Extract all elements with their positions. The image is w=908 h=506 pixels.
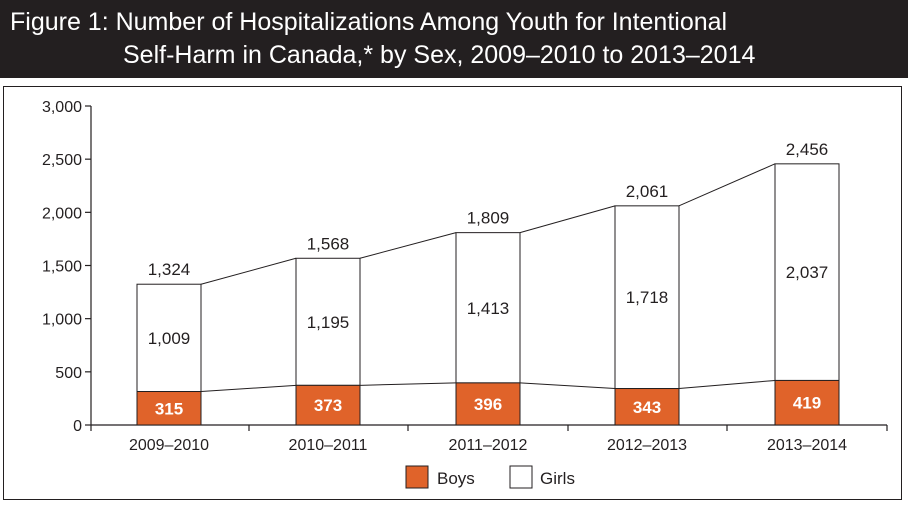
- y-tick-label: 0: [73, 418, 82, 435]
- total-value-label: 2,061: [626, 182, 669, 201]
- girls-value-label: 1,718: [626, 288, 669, 307]
- chart-title-line2: Self-Harm in Canada,* by Sex, 2009–2010 …: [123, 41, 756, 69]
- legend-label-girls: Girls: [540, 469, 575, 488]
- x-tick-label: 2011–2012: [449, 437, 528, 454]
- chart-title-line1: Figure 1: Number of Hospitalizations Amo…: [10, 8, 728, 36]
- boys-value-label: 373: [314, 396, 342, 415]
- x-tick-label: 2009–2010: [129, 437, 209, 454]
- boys-value-label: 396: [474, 395, 502, 414]
- legend-swatch-girls: [509, 465, 533, 489]
- legend-swatch-boys: [405, 465, 429, 489]
- y-tick-label: 500: [55, 365, 82, 382]
- girls-value-label: 1,195: [307, 313, 350, 332]
- boys-value-label: 315: [155, 399, 183, 418]
- boys-connector-line: [200, 384, 297, 393]
- boys-connector-line: [359, 382, 457, 386]
- y-tick-label: 3,000: [42, 99, 82, 116]
- bar-girls: [774, 163, 840, 381]
- bar-girls: [614, 205, 680, 390]
- bar-boys: [455, 382, 521, 426]
- bar-boys: [774, 379, 840, 426]
- bar-boys: [614, 388, 680, 426]
- boys-value-label: 419: [793, 394, 821, 413]
- boys-value-label: 343: [633, 398, 661, 417]
- boys-connector-line: [678, 379, 776, 390]
- total-value-label: 1,568: [307, 234, 350, 253]
- y-tick-label: 1,500: [42, 259, 82, 276]
- bar-girls: [136, 283, 202, 393]
- x-tick-label: 2010–2011: [289, 437, 368, 454]
- chart-frame: [3, 86, 902, 500]
- boys-connector-line: [519, 382, 616, 390]
- y-tick-label: 1,000: [42, 312, 82, 329]
- girls-value-label: 2,037: [786, 263, 829, 282]
- total-connector-line: [359, 232, 457, 259]
- bar-boys: [295, 384, 361, 426]
- total-value-label: 2,456: [786, 140, 829, 159]
- bar-boys: [136, 391, 202, 426]
- title-bar: Figure 1: Number of Hospitalizations Amo…: [0, 0, 908, 78]
- legend-label-boys: Boys: [437, 469, 475, 488]
- y-tick-label: 2,000: [42, 205, 82, 222]
- girls-value-label: 1,009: [148, 329, 191, 348]
- girls-value-label: 1,413: [467, 299, 510, 318]
- bar-girls: [295, 257, 361, 386]
- total-value-label: 1,809: [467, 209, 510, 228]
- x-tick-label: 2013–2014: [767, 437, 847, 454]
- total-value-label: 1,324: [148, 260, 191, 279]
- total-connector-line: [678, 163, 776, 207]
- total-connector-line: [200, 257, 297, 285]
- total-connector-line: [519, 205, 616, 234]
- y-tick-label: 2,500: [42, 152, 82, 169]
- x-tick-label: 2012–2013: [607, 437, 687, 454]
